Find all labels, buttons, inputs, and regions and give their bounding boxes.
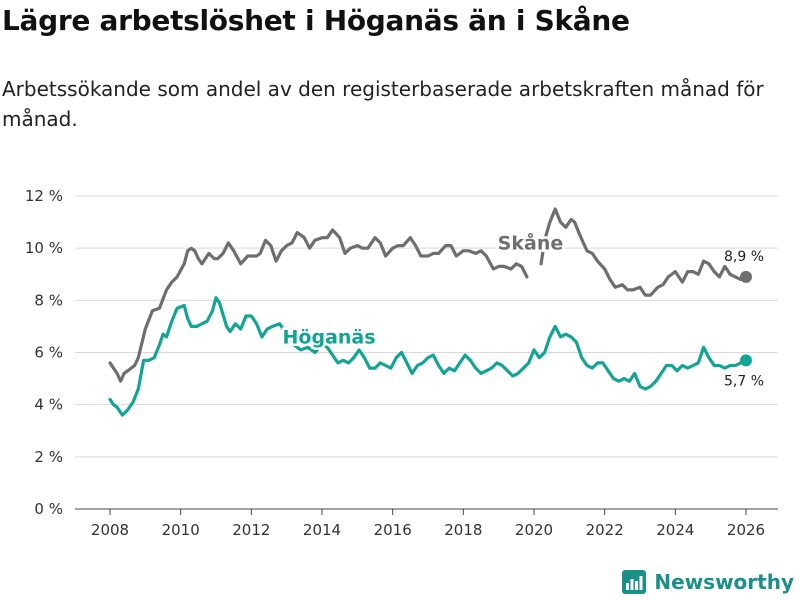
x-tick-label: 2008 bbox=[91, 521, 129, 539]
x-tick-label: 2018 bbox=[444, 521, 482, 539]
y-tick-label: 6 % bbox=[34, 344, 63, 362]
x-tick-label: 2026 bbox=[727, 521, 765, 539]
y-tick-label: 2 % bbox=[34, 448, 63, 466]
series-line-skane bbox=[108, 228, 529, 383]
y-tick-label: 12 % bbox=[25, 187, 63, 205]
axes: 0 % 2 % 4 % 6 % 8 % 10 % 12 % 2008 2010 2012 2014 2… bbox=[25, 187, 778, 539]
brand-name: Newsworthy bbox=[654, 570, 794, 594]
end-label-hoganas: 5,7 % bbox=[724, 373, 764, 389]
x-tick-label: 2012 bbox=[232, 521, 270, 539]
gridlines bbox=[75, 195, 778, 458]
x-tick-label: 2016 bbox=[374, 521, 412, 539]
series-line-hoganas bbox=[108, 296, 748, 417]
y-tick-label: 10 % bbox=[25, 239, 63, 257]
end-point-hoganas bbox=[740, 354, 752, 367]
chart-title: Lägre arbetslöshet i Höganäs än i Skåne bbox=[2, 4, 630, 37]
y-tick-label: 0 % bbox=[34, 500, 63, 518]
series-label-hoganas: Höganäs bbox=[283, 326, 376, 348]
x-tick-label: 2014 bbox=[303, 521, 341, 539]
y-tick-label: 4 % bbox=[34, 396, 63, 414]
x-tick-label: 2010 bbox=[162, 521, 200, 539]
series-lines bbox=[108, 207, 752, 417]
x-tick-label: 2020 bbox=[515, 521, 553, 539]
y-tick-label: 8 % bbox=[34, 291, 63, 309]
chart-subtitle: Arbetssökande som andel av den registerb… bbox=[2, 77, 764, 131]
x-tick-label: 2024 bbox=[656, 521, 694, 539]
chart-labels: 8,9 % Skåne 5,7 % Höganäs bbox=[280, 228, 764, 389]
newsworthy-logo[interactable]: Newsworthy bbox=[622, 570, 794, 594]
end-label-skane: 8,9 % bbox=[724, 249, 764, 265]
x-tick-label: 2022 bbox=[586, 521, 624, 539]
series-label-skane: Skåne bbox=[498, 230, 564, 254]
series-line-skane bbox=[539, 207, 748, 297]
bar-chart-icon bbox=[622, 570, 647, 594]
end-point-skane bbox=[740, 270, 752, 283]
